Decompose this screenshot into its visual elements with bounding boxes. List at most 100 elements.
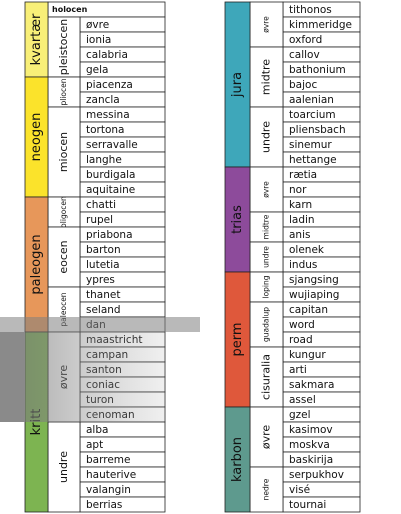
epoch-cell	[47, 106, 81, 198]
stage-label: tournai	[289, 499, 326, 511]
epoch-label: miocen	[57, 132, 70, 172]
epoch-cell	[249, 1, 284, 48]
stage-label: øvre	[86, 19, 109, 31]
stage-label: toarcium	[289, 109, 336, 121]
stage-label: olenek	[289, 244, 325, 256]
period-cell	[224, 166, 251, 273]
stage-label: thanet	[86, 289, 120, 301]
epoch-cell	[249, 241, 284, 273]
period-cell	[224, 406, 251, 513]
stage-label: tortona	[86, 124, 125, 136]
highlight	[0, 317, 200, 422]
period-label: karbon	[230, 437, 245, 482]
stage-label: burdigala	[86, 169, 136, 181]
stage-label: apt	[86, 439, 103, 451]
stage-label: calabria	[86, 49, 128, 61]
epoch-label: eocen	[57, 240, 70, 273]
stage-label: karn	[289, 199, 312, 211]
period-cell	[224, 271, 251, 408]
stage-label: aquitaine	[86, 184, 135, 196]
stage-label: chatti	[86, 199, 116, 211]
stage-label: aalenian	[289, 94, 334, 106]
stage-label: capitan	[289, 304, 328, 316]
stage-label: serravalle	[86, 139, 138, 151]
epoch-cell	[249, 301, 284, 348]
epoch-label: guadalup	[262, 307, 271, 342]
stage-label: word	[289, 319, 315, 331]
period-label: kvartær	[29, 13, 44, 65]
epoch-label: oligocen	[59, 196, 68, 228]
period-label: perm	[230, 322, 245, 356]
period-label: jura	[230, 72, 245, 98]
stage-label: bathonium	[289, 64, 346, 76]
stage-label: pliensbach	[289, 124, 346, 136]
stage-label: hauterive	[86, 469, 136, 481]
epoch-label: undre	[262, 246, 271, 268]
stage-label: valangin	[86, 484, 131, 496]
epoch-label: pleistocen	[57, 19, 70, 75]
stage-label: wujiaping	[289, 289, 339, 301]
stage-label: oxford	[289, 34, 322, 46]
epoch-cell	[249, 46, 284, 108]
stage-label: langhe	[86, 154, 122, 166]
epoch-label: undre	[260, 121, 273, 153]
stage-label: sakmara	[289, 379, 334, 391]
epoch-label: undre	[57, 451, 70, 483]
stage-label: gela	[86, 64, 108, 76]
stage-label: lutetia	[86, 259, 120, 271]
stage-label: priabona	[86, 229, 133, 241]
epoch-label: øvre	[260, 425, 273, 450]
stage-label: barton	[86, 244, 121, 256]
epoch-label: øvre	[262, 181, 271, 198]
epoch-cell	[249, 166, 284, 213]
epoch-cell	[249, 211, 284, 243]
epoch-label: cisuralia	[260, 354, 273, 400]
epoch-label: pliocen	[59, 78, 68, 105]
period-label: paleogen	[29, 234, 44, 294]
stage-label: seland	[86, 304, 121, 316]
stage-label: ladin	[289, 214, 315, 226]
stage-label: rupel	[86, 214, 113, 226]
stage-label: anis	[289, 229, 310, 241]
epoch-label: paleocen	[59, 292, 68, 326]
stage-label: gzel	[289, 409, 311, 421]
stage-label: arti	[289, 364, 307, 376]
stage-label: callov	[289, 49, 320, 61]
stage-label: hettange	[289, 154, 337, 166]
stage-label: visé	[289, 484, 310, 496]
stage-label: moskva	[289, 439, 330, 451]
epoch-cell	[249, 106, 284, 168]
stage-label: piacenza	[86, 79, 133, 91]
epoch-cell	[249, 346, 284, 408]
stage-label: road	[289, 334, 313, 346]
epoch-label: øvre	[262, 16, 271, 33]
band-left	[0, 332, 25, 422]
stage-label: kasimov	[289, 424, 333, 436]
stage-label: baskirija	[289, 454, 333, 466]
band	[0, 317, 200, 332]
stage-label: assel	[289, 394, 316, 406]
epoch-cell	[47, 76, 81, 108]
epoch-cell	[249, 271, 284, 303]
stage-label: kungur	[289, 349, 326, 361]
stage-label: serpukhov	[289, 469, 344, 481]
epoch-label: midtre	[260, 59, 273, 95]
stage-label: bajoc	[289, 79, 317, 91]
stage-label: messina	[86, 109, 130, 121]
table: holocen øvre ionia calabria gela pleistocen kv…	[24, 1, 361, 513]
stage-label: sinemur	[289, 139, 332, 151]
stage-label: berrias	[86, 499, 122, 511]
stage-label: ypres	[86, 274, 115, 286]
epoch-label: nedre	[262, 478, 271, 500]
period-label: neogen	[29, 113, 44, 162]
stage-label: nor	[289, 184, 307, 196]
stage-label: barreme	[86, 454, 130, 466]
stage-label: alba	[86, 424, 108, 436]
stage-label: tithonos	[289, 4, 332, 16]
epoch-label: midtre	[262, 214, 271, 239]
stage-label: sjangsing	[289, 274, 339, 286]
band-fade	[25, 332, 165, 422]
stage-label: kimmeridge	[289, 19, 352, 31]
stage-label: ionia	[86, 34, 111, 46]
